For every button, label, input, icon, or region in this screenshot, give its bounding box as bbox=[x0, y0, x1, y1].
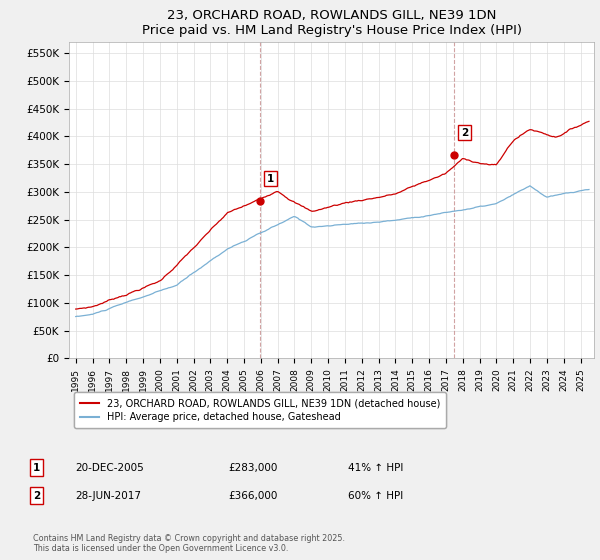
Text: 1: 1 bbox=[33, 463, 40, 473]
Text: 41% ↑ HPI: 41% ↑ HPI bbox=[348, 463, 403, 473]
Text: 1: 1 bbox=[267, 174, 274, 184]
Legend: 23, ORCHARD ROAD, ROWLANDS GILL, NE39 1DN (detached house), HPI: Average price, : 23, ORCHARD ROAD, ROWLANDS GILL, NE39 1D… bbox=[74, 393, 446, 428]
Text: 28-JUN-2017: 28-JUN-2017 bbox=[75, 491, 141, 501]
Text: 20-DEC-2005: 20-DEC-2005 bbox=[75, 463, 144, 473]
Title: 23, ORCHARD ROAD, ROWLANDS GILL, NE39 1DN
Price paid vs. HM Land Registry's Hous: 23, ORCHARD ROAD, ROWLANDS GILL, NE39 1D… bbox=[142, 8, 521, 36]
Text: 2: 2 bbox=[33, 491, 40, 501]
Text: 2: 2 bbox=[461, 128, 468, 138]
Text: Contains HM Land Registry data © Crown copyright and database right 2025.
This d: Contains HM Land Registry data © Crown c… bbox=[33, 534, 345, 553]
Text: £366,000: £366,000 bbox=[228, 491, 277, 501]
Text: £283,000: £283,000 bbox=[228, 463, 277, 473]
Text: 60% ↑ HPI: 60% ↑ HPI bbox=[348, 491, 403, 501]
